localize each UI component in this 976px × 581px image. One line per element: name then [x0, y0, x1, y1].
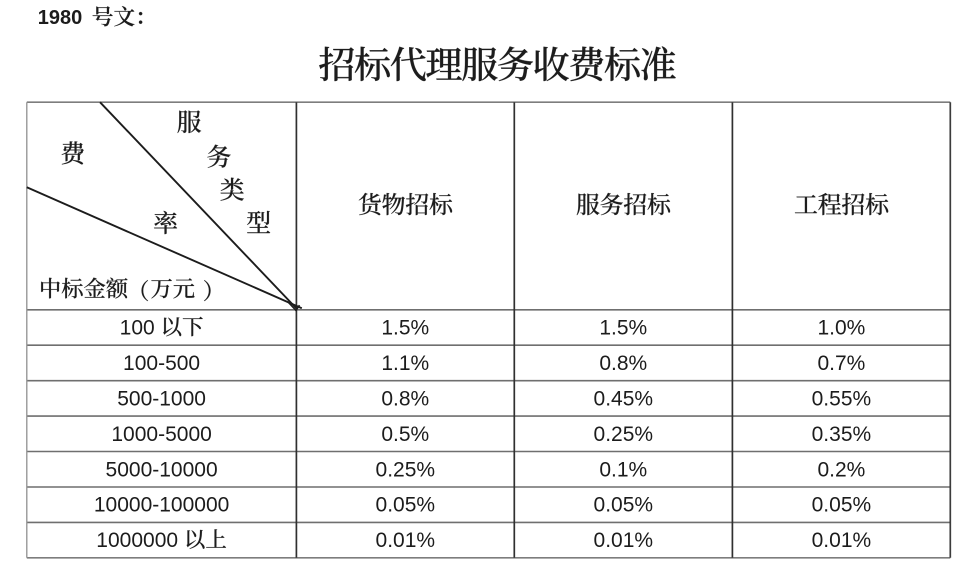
svg-text:1.0%: 1.0% — [817, 317, 865, 340]
svg-text:0.2%: 0.2% — [817, 458, 865, 481]
svg-text:1000000: 1000000 — [96, 529, 178, 552]
svg-text:0.35%: 0.35% — [812, 423, 872, 446]
svg-text:0.7%: 0.7% — [817, 352, 865, 375]
svg-text:1.5%: 1.5% — [599, 317, 647, 340]
svg-text:0.05%: 0.05% — [376, 494, 436, 517]
svg-text:0.05%: 0.05% — [594, 494, 654, 517]
svg-text:0.8%: 0.8% — [599, 352, 647, 375]
svg-text:0.01%: 0.01% — [376, 529, 436, 552]
svg-text:0.45%: 0.45% — [594, 387, 654, 410]
svg-text:0.55%: 0.55% — [812, 387, 872, 410]
svg-text:0.01%: 0.01% — [594, 529, 654, 552]
svg-text:1980: 1980 — [38, 7, 83, 29]
svg-text:1.1%: 1.1% — [381, 352, 429, 375]
svg-text:0.01%: 0.01% — [812, 529, 872, 552]
svg-text:0.8%: 0.8% — [381, 387, 429, 410]
svg-text:0.1%: 0.1% — [599, 458, 647, 481]
svg-text:0.5%: 0.5% — [381, 423, 429, 446]
svg-text:1000-5000: 1000-5000 — [111, 423, 211, 446]
svg-text:0.25%: 0.25% — [376, 458, 436, 481]
svg-text:500-1000: 500-1000 — [117, 387, 206, 410]
svg-text:100: 100 — [120, 317, 155, 340]
svg-text:0.25%: 0.25% — [594, 423, 654, 446]
svg-text:100-500: 100-500 — [123, 352, 200, 375]
svg-text:1.5%: 1.5% — [381, 317, 429, 340]
svg-text:5000-10000: 5000-10000 — [106, 458, 218, 481]
svg-text:10000-100000: 10000-100000 — [94, 494, 229, 517]
svg-text:0.05%: 0.05% — [812, 494, 872, 517]
